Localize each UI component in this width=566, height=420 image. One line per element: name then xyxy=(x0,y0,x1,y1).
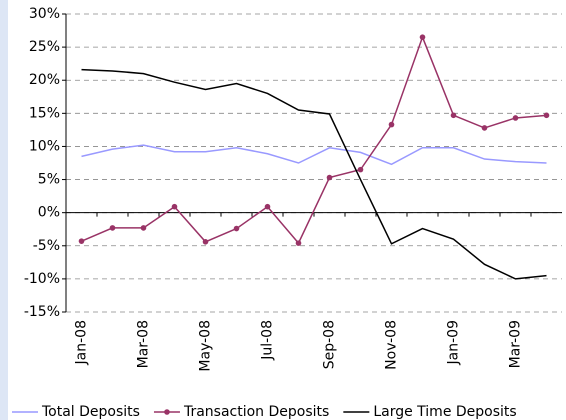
x-tick-label: Mar-09 xyxy=(508,320,524,368)
point xyxy=(78,238,85,244)
y-tick-label: 25% xyxy=(29,39,60,55)
y-tick-label: 0% xyxy=(38,205,60,221)
point xyxy=(357,166,364,173)
point xyxy=(202,239,209,245)
x-tick-label: Sep-08 xyxy=(322,320,338,369)
point xyxy=(419,34,426,40)
side-strip xyxy=(0,0,8,420)
point xyxy=(233,225,240,232)
x-tick-label: Jan-08 xyxy=(74,320,90,365)
point xyxy=(450,112,457,119)
legend-marker xyxy=(164,409,170,415)
y-tick-label: 5% xyxy=(38,172,60,188)
point xyxy=(543,112,550,119)
y-tick-label: 10% xyxy=(29,138,60,154)
y-tick-label: 20% xyxy=(29,72,60,88)
point xyxy=(388,121,395,128)
point xyxy=(481,125,488,131)
series-line xyxy=(81,144,547,166)
legend-label: Total Deposits xyxy=(41,404,140,420)
y-tick-label: 30% xyxy=(29,6,60,22)
y-tick-label: -15% xyxy=(24,304,60,320)
point xyxy=(171,203,178,210)
point xyxy=(264,203,271,210)
x-tick-label: Nov-08 xyxy=(384,320,400,370)
x-tick-label: May-08 xyxy=(198,320,214,372)
x-tick-label: Jan-09 xyxy=(446,320,462,365)
point xyxy=(326,174,333,181)
point xyxy=(109,225,116,231)
series-line xyxy=(81,68,547,280)
y-tick-label: -10% xyxy=(24,271,60,287)
point xyxy=(140,225,147,231)
y-tick-label: -5% xyxy=(33,238,60,254)
x-tick-label: Jul-08 xyxy=(260,320,276,361)
point xyxy=(512,115,519,121)
legend-label: Transaction Deposits xyxy=(183,404,329,420)
point xyxy=(295,240,302,246)
series-line xyxy=(81,35,547,245)
y-tick-label: 15% xyxy=(29,105,60,121)
x-tick-label: Mar-08 xyxy=(136,320,152,368)
legend-label: Large Time Deposits xyxy=(373,404,516,420)
